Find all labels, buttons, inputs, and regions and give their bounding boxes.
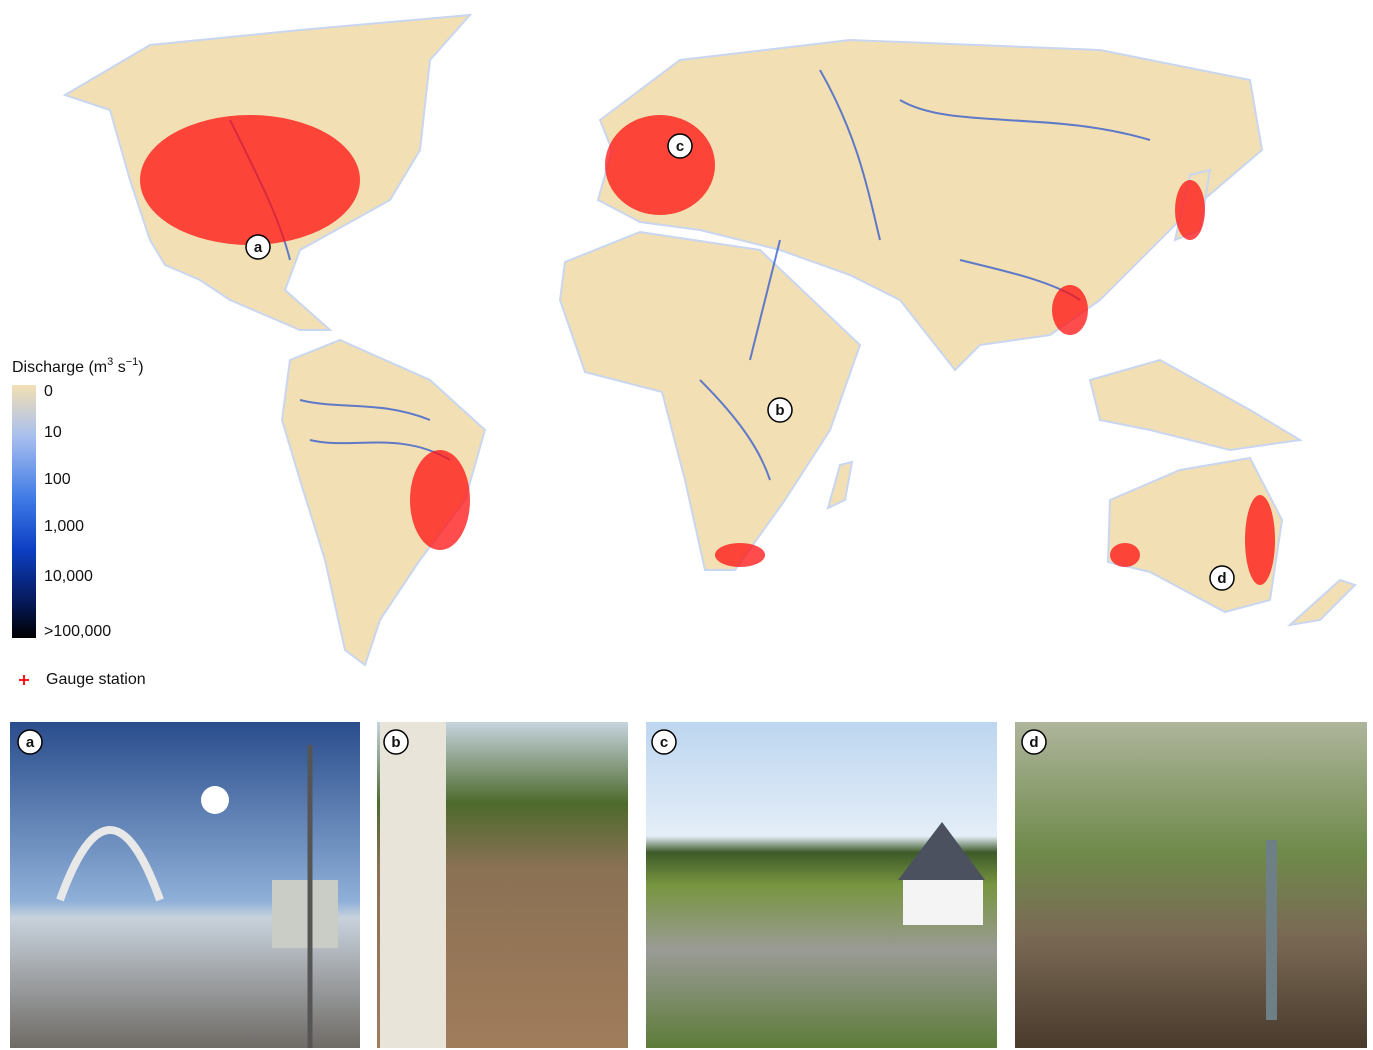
photo-labels: a b c d	[17, 729, 1047, 755]
marker: d	[1209, 565, 1235, 591]
river	[819, 69, 881, 241]
africa	[558, 230, 862, 571]
gauge-cluster	[140, 115, 360, 245]
river	[699, 379, 771, 481]
madagascar	[826, 460, 854, 510]
legend-label: >100,000	[44, 623, 111, 640]
gauge-cluster	[1052, 285, 1088, 335]
legend: Discharge (m3 s−1) 0 10 100 1,000 10,000…	[12, 356, 146, 688]
photo-label: c	[660, 734, 668, 751]
eurasia	[596, 38, 1264, 372]
photo-label: a	[26, 734, 35, 751]
legend-label: 10	[44, 424, 62, 441]
gauge-cluster	[605, 115, 715, 215]
photo-label: d	[1029, 734, 1038, 751]
indonesia	[1088, 358, 1303, 452]
gauge-cluster	[715, 543, 765, 567]
south-america	[280, 338, 487, 667]
legend-label: 0	[44, 383, 53, 400]
gauge-cluster	[410, 450, 470, 550]
photo-label: b	[391, 734, 400, 751]
marker-label: d	[1217, 570, 1226, 587]
legend-title: Discharge (m3 s−1)	[12, 356, 144, 376]
map-markers: a b c d	[245, 133, 1235, 591]
legend-label: 10,000	[44, 568, 93, 585]
photo	[1015, 722, 1367, 1048]
gauge-cluster	[1245, 495, 1275, 585]
gauge-label: Gauge station	[46, 671, 146, 688]
photo	[10, 722, 360, 1048]
marker-label: c	[676, 138, 684, 155]
river	[299, 399, 431, 421]
legend-label: 100	[44, 471, 71, 488]
gauge-density	[140, 115, 1275, 585]
marker-label: a	[254, 239, 263, 256]
marker-label: b	[775, 402, 784, 419]
legend-label: 1,000	[44, 518, 84, 535]
gauge-cluster	[1110, 543, 1140, 567]
river	[899, 99, 1151, 141]
photos: a b c d	[10, 722, 1367, 1048]
river	[749, 239, 781, 361]
gauge-symbol	[19, 675, 29, 685]
photo	[377, 722, 628, 1048]
marker: c	[667, 133, 693, 159]
new-zealand	[1286, 578, 1357, 627]
photo	[646, 722, 997, 1048]
marker: a	[245, 234, 271, 260]
world-map	[62, 13, 1357, 667]
colorbar	[12, 385, 36, 638]
gauge-cluster	[1175, 180, 1205, 240]
marker: b	[767, 397, 793, 423]
